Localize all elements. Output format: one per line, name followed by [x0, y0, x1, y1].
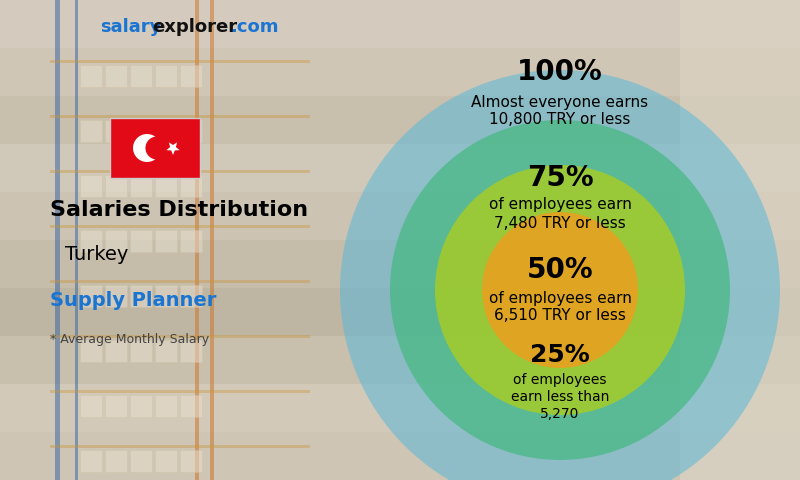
Bar	[105, 65, 127, 87]
Bar	[155, 120, 177, 142]
Bar	[155, 450, 177, 472]
Bar	[50, 60, 310, 63]
Text: 5,270: 5,270	[540, 407, 580, 421]
Bar	[80, 450, 102, 472]
Bar	[50, 115, 310, 118]
Text: 100%: 100%	[517, 58, 603, 86]
Text: 75%: 75%	[526, 164, 594, 192]
Bar	[80, 230, 102, 252]
Bar	[180, 120, 202, 142]
Text: salary: salary	[100, 18, 162, 36]
Bar	[0, 432, 800, 480]
Bar	[50, 225, 310, 228]
Bar	[75, 0, 78, 480]
Bar	[155, 340, 177, 362]
Bar	[0, 144, 800, 194]
Bar	[130, 65, 152, 87]
Bar	[130, 340, 152, 362]
Bar	[105, 395, 127, 417]
Ellipse shape	[390, 120, 730, 460]
Bar	[80, 395, 102, 417]
Bar	[180, 340, 202, 362]
Text: Turkey: Turkey	[65, 245, 128, 264]
Bar	[105, 120, 127, 142]
Bar	[105, 285, 127, 307]
Bar	[50, 445, 310, 448]
Bar	[155, 175, 177, 197]
Bar	[50, 280, 310, 283]
Bar	[0, 288, 800, 338]
Ellipse shape	[146, 136, 169, 159]
Bar	[0, 384, 800, 434]
Bar	[0, 48, 800, 98]
Bar	[155, 395, 177, 417]
Bar	[50, 390, 310, 393]
Bar	[0, 0, 800, 50]
Bar	[80, 175, 102, 197]
Bar	[180, 285, 202, 307]
Bar	[0, 192, 800, 242]
Text: Almost everyone earns: Almost everyone earns	[471, 95, 649, 109]
FancyBboxPatch shape	[110, 118, 200, 178]
Text: 6,510 TRY or less: 6,510 TRY or less	[494, 309, 626, 324]
Text: Supply Planner: Supply Planner	[50, 290, 216, 310]
Bar	[80, 120, 102, 142]
Bar	[0, 96, 800, 146]
Text: of employees: of employees	[514, 373, 606, 387]
Bar	[105, 450, 127, 472]
Polygon shape	[166, 143, 180, 155]
Bar	[195, 0, 199, 480]
Bar	[50, 170, 310, 173]
Text: .com: .com	[230, 18, 278, 36]
Text: Salaries Distribution: Salaries Distribution	[50, 200, 308, 220]
Bar	[130, 120, 152, 142]
Bar	[180, 65, 202, 87]
Bar	[180, 230, 202, 252]
Bar	[80, 340, 102, 362]
Text: earn less than: earn less than	[511, 390, 609, 404]
Text: 25%: 25%	[530, 343, 590, 367]
Bar	[155, 230, 177, 252]
Bar	[180, 175, 202, 197]
Text: of employees earn: of employees earn	[489, 197, 631, 213]
Bar	[80, 65, 102, 87]
Ellipse shape	[435, 165, 685, 415]
Bar	[0, 240, 800, 290]
Bar	[210, 0, 214, 480]
Text: 7,480 TRY or less: 7,480 TRY or less	[494, 216, 626, 230]
Bar	[80, 285, 102, 307]
Bar	[105, 175, 127, 197]
Bar	[130, 450, 152, 472]
Bar	[50, 335, 310, 338]
Bar	[155, 285, 177, 307]
Bar	[130, 395, 152, 417]
Bar	[180, 395, 202, 417]
Text: * Average Monthly Salary: * Average Monthly Salary	[50, 334, 209, 347]
Ellipse shape	[482, 212, 638, 368]
Bar	[180, 450, 202, 472]
Bar	[105, 340, 127, 362]
Bar	[680, 0, 800, 480]
Text: of employees earn: of employees earn	[489, 290, 631, 305]
Bar	[155, 65, 177, 87]
Text: explorer: explorer	[152, 18, 237, 36]
Bar	[130, 175, 152, 197]
Bar	[130, 230, 152, 252]
Bar	[105, 230, 127, 252]
Ellipse shape	[133, 134, 161, 162]
Bar	[55, 0, 60, 480]
Ellipse shape	[340, 70, 780, 480]
Bar	[0, 336, 800, 386]
Text: 10,800 TRY or less: 10,800 TRY or less	[490, 112, 630, 128]
Text: 50%: 50%	[526, 256, 594, 284]
Bar	[130, 285, 152, 307]
